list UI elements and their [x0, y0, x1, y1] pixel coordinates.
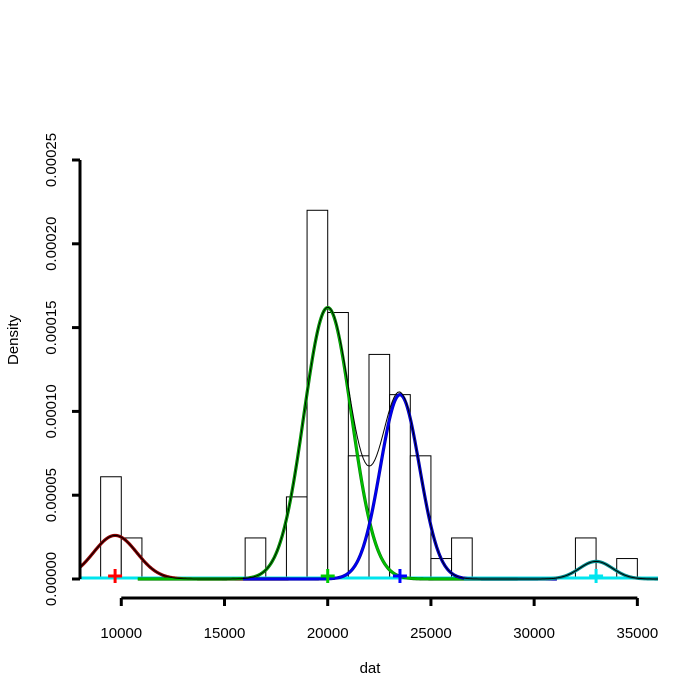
x-tick-label: 25000 — [410, 625, 452, 642]
y-axis-title: Density — [5, 314, 22, 365]
y-tick-label: 0.00025 — [43, 133, 60, 187]
histogram-bar-5 — [327, 312, 349, 580]
histogram-bar-8 — [389, 394, 411, 580]
component-mean-markers — [108, 568, 604, 583]
density-curves — [78, 305, 658, 581]
histogram-bar-11 — [451, 537, 473, 580]
x-tick-label: 35000 — [616, 625, 658, 642]
mean-marker-0 — [108, 568, 123, 583]
y-tick-label: 0.00000 — [43, 552, 60, 606]
x-axis-title: dat — [360, 660, 382, 677]
histogram-bar-0 — [100, 476, 122, 580]
histogram-bar-12 — [574, 537, 597, 580]
y-tick-label: 0.00020 — [43, 217, 60, 271]
y-tick-label: 0.00005 — [43, 468, 60, 522]
x-tick-label: 15000 — [204, 625, 246, 642]
mean-marker-3 — [589, 568, 604, 583]
x-tick-label: 10000 — [100, 625, 142, 642]
histogram-bar-4 — [306, 209, 329, 580]
mean-marker-1 — [320, 568, 335, 583]
x-tick-label: 20000 — [307, 625, 349, 642]
histogram-bars — [100, 209, 638, 580]
x-tick-label: 30000 — [513, 625, 555, 642]
axes: 10000 15000 20000 25000 30000 35000 0.00000 0.0… — [43, 133, 658, 642]
y-tick-label: 0.00015 — [43, 300, 60, 354]
mean-marker-2 — [392, 568, 407, 583]
y-tick-label: 0.00010 — [43, 384, 60, 438]
mixture-density-curve — [79, 306, 658, 580]
